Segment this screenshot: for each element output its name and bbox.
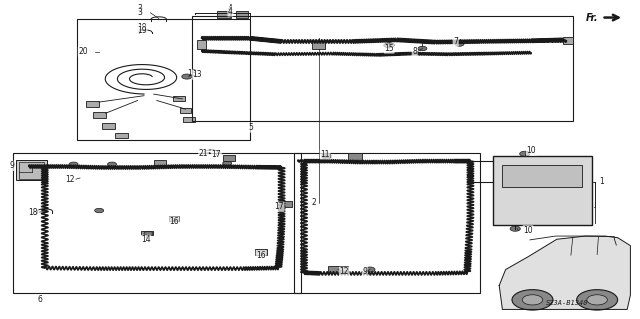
Text: 15: 15 xyxy=(384,44,394,53)
Text: 16: 16 xyxy=(169,217,179,226)
Text: 9: 9 xyxy=(9,161,14,170)
Text: 5: 5 xyxy=(248,123,253,132)
Text: Fr.: Fr. xyxy=(586,12,598,23)
Bar xyxy=(16,160,47,180)
Circle shape xyxy=(322,155,331,159)
Text: 4: 4 xyxy=(228,4,233,13)
Bar xyxy=(77,19,250,140)
Circle shape xyxy=(512,290,553,310)
Text: 6: 6 xyxy=(37,295,42,304)
Circle shape xyxy=(95,208,104,213)
Bar xyxy=(93,112,106,118)
Text: 12: 12 xyxy=(340,267,349,276)
Circle shape xyxy=(510,226,520,231)
Bar xyxy=(281,201,292,207)
Text: 7: 7 xyxy=(453,37,458,46)
Bar xyxy=(86,101,99,107)
Bar xyxy=(197,40,207,49)
Bar xyxy=(19,162,44,179)
Bar xyxy=(102,123,115,129)
Circle shape xyxy=(182,74,192,79)
Text: 13: 13 xyxy=(187,69,197,78)
Bar xyxy=(180,108,191,113)
Text: 4: 4 xyxy=(228,7,233,16)
Circle shape xyxy=(455,42,464,46)
Bar xyxy=(236,11,248,18)
Text: 3: 3 xyxy=(137,4,142,13)
Text: 10: 10 xyxy=(523,226,533,235)
Bar xyxy=(115,133,128,138)
Text: 11: 11 xyxy=(321,150,330,159)
Text: 18: 18 xyxy=(29,208,38,217)
Text: 16: 16 xyxy=(256,251,266,260)
Bar xyxy=(154,160,166,165)
Text: 3: 3 xyxy=(137,8,142,17)
Bar xyxy=(493,156,592,225)
Text: 8: 8 xyxy=(412,47,417,56)
Text: 14: 14 xyxy=(141,235,151,244)
Text: 21: 21 xyxy=(199,149,208,158)
Circle shape xyxy=(144,231,153,236)
Bar xyxy=(183,117,195,122)
Text: 9: 9 xyxy=(362,267,367,276)
Circle shape xyxy=(520,151,530,156)
Text: 2: 2 xyxy=(311,198,316,207)
Circle shape xyxy=(384,43,394,48)
Bar xyxy=(223,155,235,161)
Polygon shape xyxy=(499,236,630,309)
Text: 10: 10 xyxy=(526,146,536,155)
Circle shape xyxy=(223,161,232,166)
Bar xyxy=(255,249,267,255)
Text: SZ3A-B1340: SZ3A-B1340 xyxy=(547,300,589,306)
Circle shape xyxy=(587,295,607,305)
Text: 20: 20 xyxy=(78,47,88,56)
Circle shape xyxy=(577,290,618,310)
Bar xyxy=(169,216,179,221)
Bar xyxy=(312,41,325,49)
Bar xyxy=(173,96,185,101)
Circle shape xyxy=(365,267,375,272)
Text: 19: 19 xyxy=(137,23,147,32)
Text: 1: 1 xyxy=(599,177,604,186)
Bar xyxy=(348,153,362,161)
Text: 12: 12 xyxy=(66,175,75,184)
Text: 19: 19 xyxy=(137,26,147,35)
Bar xyxy=(563,37,573,44)
Text: 17: 17 xyxy=(211,150,221,159)
Circle shape xyxy=(418,46,427,51)
Bar xyxy=(502,165,582,187)
Circle shape xyxy=(522,295,543,305)
Bar xyxy=(328,266,348,273)
Text: 17: 17 xyxy=(274,202,284,211)
Bar xyxy=(141,231,153,235)
Circle shape xyxy=(69,162,78,167)
Circle shape xyxy=(322,153,331,158)
Bar xyxy=(217,11,231,18)
Text: 13: 13 xyxy=(192,70,202,79)
Circle shape xyxy=(108,162,116,167)
